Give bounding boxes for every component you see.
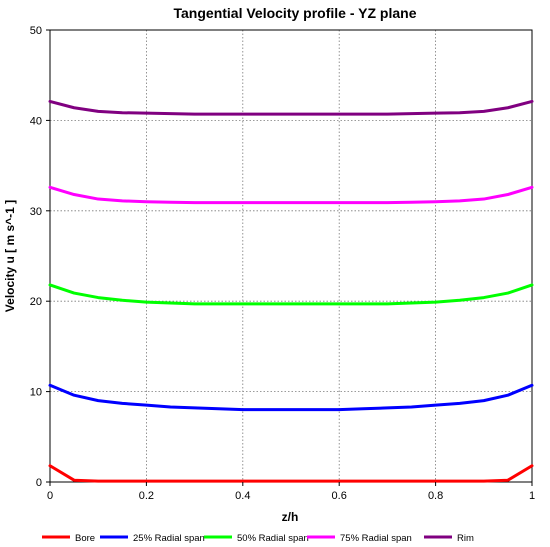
x-axis-ticks: 0 0.2 0.4 0.6 0.8 1: [47, 482, 535, 502]
legend-label-bore: Bore: [75, 533, 95, 544]
y-tick-label: 20: [30, 296, 42, 308]
y-tick-label: 50: [30, 25, 42, 37]
series-line-50-radial-span: [48, 283, 534, 306]
legend-label-50-radial-span: 50% Radial span: [237, 533, 309, 544]
y-tick-label: 10: [30, 387, 42, 399]
chart-title: Tangential Velocity profile - YZ plane: [174, 5, 417, 21]
plot-frame: [49, 29, 533, 483]
series-layer: [48, 99, 534, 483]
x-tick-label: 0.8: [428, 490, 443, 502]
y-tick-label: 0: [36, 477, 42, 489]
x-tick-label: 0.2: [139, 490, 154, 502]
plot-area-border: [49, 29, 533, 483]
series-line-bore: [48, 464, 534, 483]
y-tick-label: 30: [30, 206, 42, 218]
x-tick-label: 0: [47, 490, 53, 502]
legend-label-25-radial-span: 25% Radial span: [133, 533, 205, 544]
y-axis-ticks: 0 10 20 30 40 50: [30, 25, 50, 489]
x-tick-label: 0.4: [235, 490, 250, 502]
grid-layer: [50, 30, 532, 482]
y-axis-label: Velocity u [ m s^-1 ]: [3, 200, 17, 312]
x-tick-label: 0.6: [332, 490, 347, 502]
legend-label-rim: Rim: [457, 533, 474, 544]
series-line-75-radial-span: [48, 185, 534, 205]
legend: Bore 25% Radial span 50% Radial span 75% Ra…: [42, 533, 474, 544]
series-line-25-radial-span: [48, 383, 534, 412]
legend-label-75-radial-span: 75% Radial span: [340, 533, 412, 544]
y-tick-label: 40: [30, 115, 42, 127]
series-line-rim: [48, 99, 534, 116]
x-axis-label: z/h: [282, 510, 299, 524]
x-tick-label: 1: [529, 490, 535, 502]
